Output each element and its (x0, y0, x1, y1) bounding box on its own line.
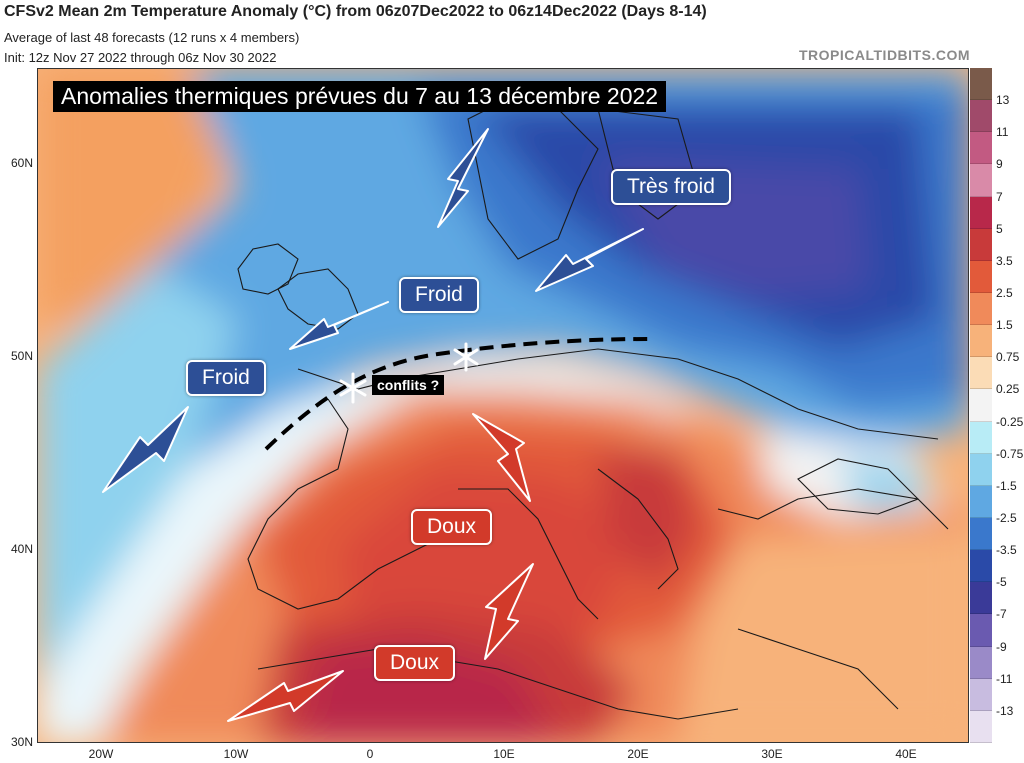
colorbar-label: -5 (996, 575, 1007, 590)
forecast-banner: Anomalies thermiques prévues du 7 au 13 … (53, 81, 667, 112)
colorbar-swatch (970, 421, 992, 454)
colorbar-label: 0.75 (996, 350, 1020, 365)
colorbar-swatch (970, 196, 992, 229)
colorbar-swatch (970, 132, 992, 165)
colorbar-swatch (970, 582, 992, 615)
lat-label-50n: 50N (10, 349, 33, 363)
colorbar-swatch (970, 389, 992, 422)
colorbar-swatch (970, 164, 992, 197)
colorbar-swatch (970, 485, 992, 518)
colorbar-swatch (970, 710, 992, 743)
colorbar-label: 9 (996, 157, 1003, 172)
label-froid-north: Froid (399, 277, 479, 313)
colorbar-swatch (970, 678, 992, 711)
colorbar-swatch (970, 453, 992, 486)
lon-label-0: 0 (366, 747, 374, 761)
colorbar-label: -11 (996, 671, 1013, 686)
colorbar-swatch (970, 325, 992, 358)
colorbar-label: 0.25 (996, 382, 1020, 397)
lat-label-30n: 30N (10, 735, 33, 749)
lon-label-10w: 10W (223, 747, 249, 761)
colorbar-swatch (970, 100, 992, 133)
temperature-anomaly-map: Anomalies thermiques prévues du 7 au 13 … (37, 68, 969, 743)
lat-label-40n: 40N (10, 542, 33, 556)
brand-watermark: TROPICALTIDBITS.COM (798, 47, 970, 63)
lon-label-10e: 10E (493, 747, 515, 761)
colorbar-label: 5 (996, 221, 1003, 236)
colorbar-swatch (970, 518, 992, 551)
colorbar-swatch (970, 228, 992, 261)
map-subtitle-average: Average of last 48 forecasts (12 runs x … (4, 30, 300, 45)
label-froid-west: Froid (186, 360, 266, 396)
label-conflits: conflits ? (372, 375, 445, 395)
colorbar-label: 3.5 (996, 253, 1013, 268)
colorbar-swatch (970, 550, 992, 583)
colorbar-label: 11 (996, 125, 1009, 140)
colorbar-label: 7 (996, 189, 1003, 204)
colorbar-label: -0.75 (996, 446, 1024, 461)
colorbar-label: 13 (996, 93, 1010, 108)
colorbar-swatch (970, 293, 992, 326)
lon-label-20e: 20E (627, 747, 649, 761)
colorbar-label: -7 (996, 607, 1007, 622)
lon-label-40e: 40E (895, 747, 917, 761)
colorbar-swatch (970, 68, 992, 101)
anomaly-field (38, 69, 968, 742)
lat-label-60n: 60N (10, 156, 33, 170)
lon-label-20w: 20W (88, 747, 114, 761)
colorbar-swatch (970, 614, 992, 647)
colorbar-swatch (970, 357, 992, 390)
label-tres-froid: Très froid (611, 169, 731, 205)
label-doux-italy: Doux (411, 509, 493, 545)
colorbar-swatch (970, 646, 992, 679)
colorbar-label: -9 (996, 639, 1007, 654)
colorbar-swatch (970, 260, 992, 293)
colorbar-legend: 13 11 9 7 5 3.5 2.5 1.5 0.75 0.25 -0.25 -0.75 -1.5 -2… (970, 68, 1024, 743)
colorbar-label: -3.5 (996, 543, 1017, 558)
colorbar-label: -0.25 (996, 414, 1024, 429)
lon-label-30e: 30E (761, 747, 783, 761)
colorbar-label: -1.5 (996, 478, 1017, 493)
colorbar-label: 2.5 (996, 286, 1013, 300)
map-title: CFSv2 Mean 2m Temperature Anomaly (°C) f… (4, 3, 707, 20)
map-subtitle-init: Init: 12z Nov 27 2022 through 06z Nov 30… (4, 50, 277, 65)
colorbar-label: -2.5 (996, 511, 1017, 525)
colorbar-label: 1.5 (996, 318, 1013, 333)
label-doux-africa: Doux (374, 645, 456, 681)
colorbar-label: -13 (996, 703, 1014, 718)
